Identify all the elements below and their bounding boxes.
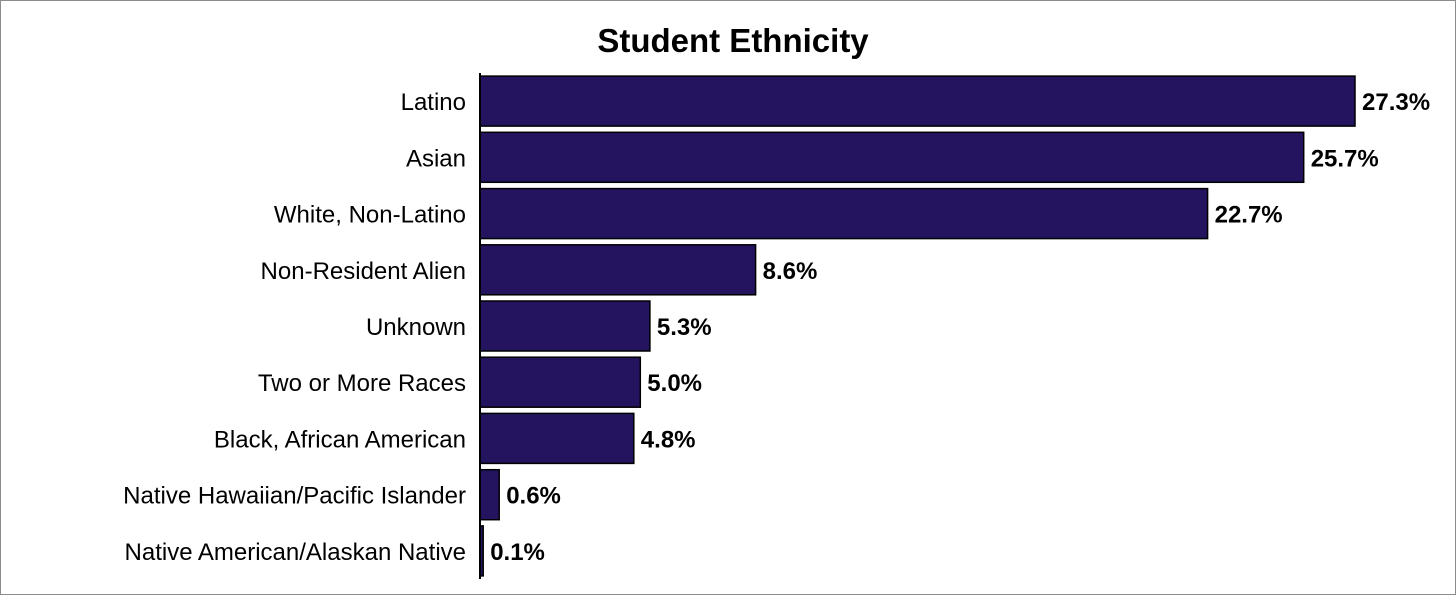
chart-title: Student Ethnicity bbox=[597, 22, 869, 59]
bar bbox=[479, 300, 651, 352]
data-label: 22.7% bbox=[1215, 202, 1283, 229]
category-label: Native Hawaiian/Pacific Islander bbox=[123, 483, 466, 510]
category-label: White, Non-Latino bbox=[274, 202, 466, 229]
bar bbox=[479, 468, 500, 521]
category-label: Asian bbox=[406, 145, 466, 172]
labels-layer: Latino 27.3% Asian 25.7% White, Non-Latino 22… bbox=[123, 89, 1430, 566]
bar bbox=[479, 412, 635, 465]
data-label: 27.3% bbox=[1362, 89, 1430, 116]
data-label: 0.1% bbox=[490, 539, 545, 566]
category-label: Latino bbox=[401, 89, 466, 116]
bars-layer bbox=[479, 75, 1356, 577]
category-label: Native American/Alaskan Native bbox=[125, 539, 466, 566]
category-label: Two or More Races bbox=[258, 370, 466, 397]
data-label: 4.8% bbox=[641, 426, 696, 453]
data-label: 25.7% bbox=[1311, 145, 1379, 172]
data-label: 0.6% bbox=[506, 483, 561, 510]
data-label: 5.3% bbox=[657, 314, 712, 341]
category-label: Non-Resident Alien bbox=[261, 258, 466, 285]
data-label: 5.0% bbox=[647, 370, 702, 397]
category-label: Black, African American bbox=[214, 426, 466, 453]
bar bbox=[479, 131, 1305, 184]
bar bbox=[479, 75, 1356, 127]
data-label: 8.6% bbox=[763, 258, 818, 285]
category-label: Unknown bbox=[366, 314, 466, 341]
bar bbox=[479, 356, 642, 408]
bar bbox=[479, 187, 1209, 240]
bar bbox=[479, 244, 757, 296]
